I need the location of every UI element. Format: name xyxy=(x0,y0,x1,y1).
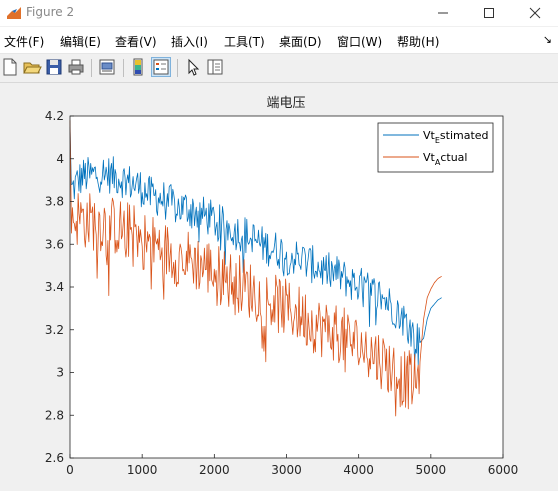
menu-view[interactable]: 查看(V) xyxy=(115,35,157,49)
menu-help[interactable]: 帮助(H) xyxy=(397,35,440,49)
legend-main-actual: Vt xyxy=(423,151,436,164)
print-icon xyxy=(68,59,84,75)
y-tick-label: 2.6 xyxy=(45,451,64,465)
toolbar-separator xyxy=(177,59,178,77)
minimize-icon xyxy=(438,12,448,14)
legend-icon xyxy=(153,59,169,75)
legend-rest-actual: ctual xyxy=(440,151,467,164)
y-axis: 2.6 2.8 3 3.2 3.4 3.6 3.8 4 4.2 xyxy=(45,109,74,465)
close-button[interactable] xyxy=(512,0,558,26)
menu-insert[interactable]: 插入(I) xyxy=(171,35,208,49)
y-tick-label: 4.2 xyxy=(45,109,64,123)
legend-rest-estimated: stimated xyxy=(440,129,489,142)
y-tick-label: 3.8 xyxy=(45,195,64,209)
menu-tools[interactable]: 工具(T) xyxy=(224,35,265,49)
open-file-icon xyxy=(23,62,42,74)
pointer-button[interactable] xyxy=(183,57,203,77)
y-tick-label: 3.6 xyxy=(45,237,64,251)
legend-sub-estimated: E xyxy=(435,136,440,145)
series-line-estimated xyxy=(69,126,442,366)
toolbar-separator xyxy=(91,59,92,77)
menu-bar: 文件(F) 编辑(E) 查看(V) 插入(I) 工具(T) 桌面(D) 窗口(W… xyxy=(0,27,558,54)
toolbar xyxy=(0,54,558,83)
print-preview-icon xyxy=(99,59,115,75)
property-editor-icon xyxy=(207,59,223,75)
dock-arrow-icon[interactable]: ↘ xyxy=(542,33,552,46)
colorbar-button[interactable] xyxy=(129,57,149,77)
y-tick-label: 3 xyxy=(56,366,64,380)
x-tick-label: 1000 xyxy=(127,463,158,477)
menu-file[interactable]: 文件(F) xyxy=(4,35,45,49)
matlab-icon xyxy=(7,7,21,19)
maximize-icon xyxy=(484,8,494,18)
window-title: Figure 2 xyxy=(26,5,75,19)
x-tick-label: 6000 xyxy=(488,463,519,477)
x-axis: 0 1000 2000 3000 4000 5000 6000 xyxy=(66,454,518,477)
plot-lines xyxy=(69,120,442,417)
save-button[interactable] xyxy=(44,57,64,77)
y-tick-label: 3.2 xyxy=(45,323,64,337)
save-icon xyxy=(46,59,62,75)
legend-sub-actual: A xyxy=(435,158,441,167)
legend-label-actual: VtActual xyxy=(423,151,467,167)
print-button[interactable] xyxy=(66,57,86,77)
print-preview-button[interactable] xyxy=(97,57,117,77)
legend-main-estimated: Vt xyxy=(423,129,436,142)
legend-label-estimated: VtEstimated xyxy=(423,129,489,145)
pointer-icon xyxy=(188,58,200,76)
new-figure-button[interactable] xyxy=(0,57,20,77)
maximize-button[interactable] xyxy=(466,0,512,26)
y-tick-label: 4 xyxy=(56,152,64,166)
minimize-button[interactable] xyxy=(420,0,466,26)
axes-background xyxy=(70,116,503,458)
toolbar-separator xyxy=(123,59,124,77)
close-icon xyxy=(529,7,541,19)
figure-canvas: 端电压 0 1000 2000 3000 4000 5000 6000 2.6 2.8 3 3.2… xyxy=(45,96,518,477)
menu-edit[interactable]: 编辑(E) xyxy=(60,35,101,49)
menu-window[interactable]: 窗口(W) xyxy=(337,35,383,49)
x-tick-label: 5000 xyxy=(416,463,447,477)
x-tick-label: 0 xyxy=(66,463,74,477)
open-file-button[interactable] xyxy=(22,57,42,77)
legend[interactable]: VtEstimated VtActual xyxy=(377,122,494,173)
chart-title: 端电压 xyxy=(266,96,305,111)
legend-box xyxy=(377,122,494,173)
menu-desktop[interactable]: 桌面(D) xyxy=(279,35,322,49)
title-bar: Figure 2 xyxy=(0,0,558,26)
y-tick-label: 2.8 xyxy=(45,408,64,422)
y-tick-label: 3.4 xyxy=(45,280,64,294)
colorbar-icon xyxy=(133,58,143,76)
x-tick-label: 3000 xyxy=(271,463,302,477)
property-editor-button[interactable] xyxy=(205,57,225,77)
new-figure-icon xyxy=(3,58,17,76)
legend-button[interactable] xyxy=(151,57,171,77)
x-tick-label: 4000 xyxy=(343,463,374,477)
series-line-actual xyxy=(69,120,442,417)
x-tick-label: 2000 xyxy=(199,463,230,477)
